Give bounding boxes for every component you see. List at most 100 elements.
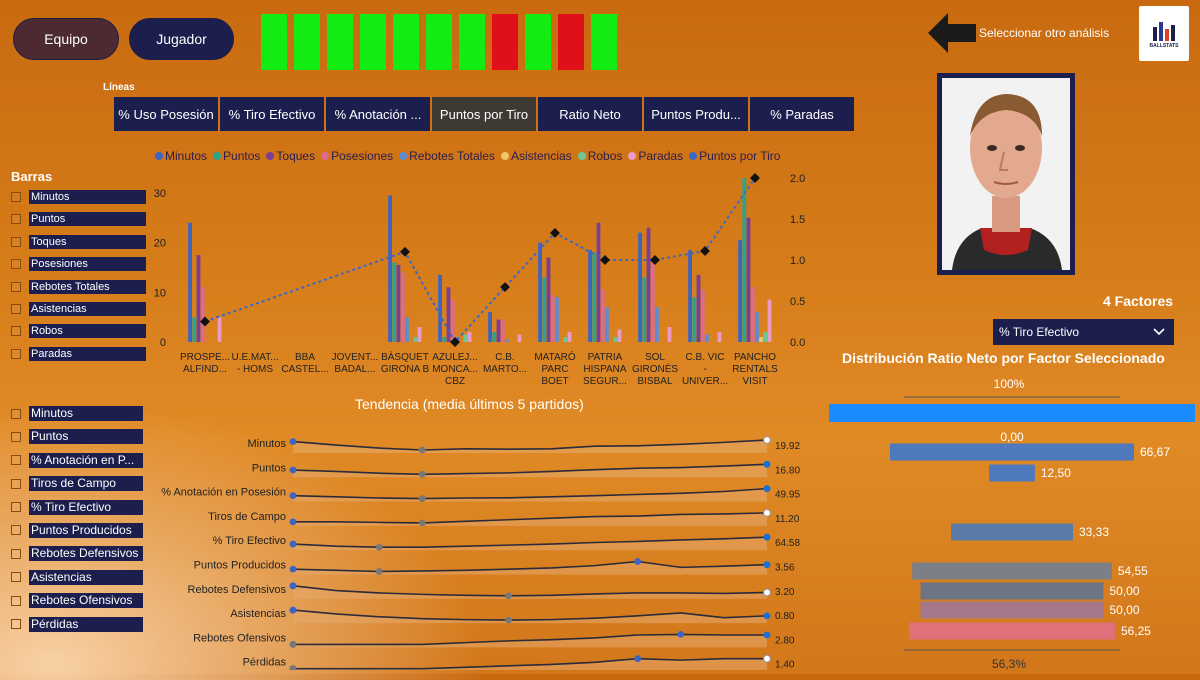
filter-option[interactable]: Minutos — [11, 190, 146, 204]
bar[interactable] — [488, 312, 492, 342]
bar[interactable] — [755, 312, 759, 342]
bar[interactable] — [646, 227, 651, 342]
bar[interactable] — [555, 297, 559, 342]
lineas-button[interactable]: Puntos por Tiro — [432, 97, 536, 131]
line-marker[interactable] — [400, 246, 410, 257]
filter-option[interactable]: Rebotes Defensivos — [11, 546, 143, 562]
lineas-button[interactable]: Puntos Produ... — [644, 97, 748, 131]
bar[interactable] — [763, 332, 768, 342]
lineas-button[interactable]: % Paradas — [750, 97, 854, 131]
filter-option[interactable]: Robos — [11, 324, 146, 339]
checkbox[interactable] — [11, 502, 21, 513]
bar[interactable] — [717, 332, 722, 342]
dist-bar[interactable] — [889, 443, 1135, 461]
dist-bar[interactable] — [912, 562, 1112, 580]
bar[interactable] — [396, 264, 401, 342]
bar[interactable] — [650, 262, 655, 342]
bar[interactable] — [696, 274, 701, 342]
bar[interactable] — [738, 240, 742, 342]
bar[interactable] — [655, 307, 659, 342]
checkbox[interactable] — [11, 348, 21, 359]
bar[interactable] — [746, 217, 751, 342]
filter-option[interactable]: Puntos — [11, 212, 146, 227]
checkbox[interactable] — [11, 259, 21, 270]
bar[interactable] — [600, 289, 605, 342]
bar[interactable] — [188, 222, 192, 342]
bar[interactable] — [446, 287, 451, 342]
bar[interactable] — [700, 289, 705, 342]
bar[interactable] — [692, 297, 697, 342]
filter-option[interactable]: Minutos — [11, 406, 143, 421]
bar[interactable] — [605, 307, 609, 342]
filter-option[interactable]: Puntos — [11, 429, 143, 445]
bar[interactable] — [388, 195, 392, 342]
legend-item[interactable]: Puntos por Tiro — [689, 149, 780, 163]
filter-option[interactable]: Asistencias — [11, 569, 143, 585]
bar[interactable] — [638, 232, 642, 342]
bar[interactable] — [417, 327, 422, 342]
filter-option[interactable]: Toques — [11, 234, 146, 249]
bar[interactable] — [759, 337, 763, 342]
filter-option[interactable]: % Tiro Efectivo — [11, 499, 143, 515]
bar[interactable] — [688, 250, 692, 342]
bar[interactable] — [400, 272, 405, 342]
bar[interactable] — [392, 262, 397, 342]
jugador-button[interactable]: Jugador — [129, 18, 234, 60]
legend-item[interactable]: Toques — [266, 149, 315, 163]
checkbox[interactable] — [11, 619, 21, 630]
bar[interactable] — [505, 339, 509, 342]
lineas-button[interactable]: % Uso Posesión — [114, 97, 218, 131]
filter-option[interactable]: Paradas — [11, 346, 146, 361]
filter-option[interactable]: Rebotes Ofensivos — [11, 593, 143, 609]
bar[interactable] — [442, 337, 447, 342]
bar[interactable] — [705, 334, 709, 342]
filter-option[interactable]: Posesiones — [11, 257, 146, 272]
bar[interactable] — [767, 299, 772, 342]
bar[interactable] — [413, 337, 418, 342]
filter-option[interactable]: Puntos Producidos — [11, 522, 143, 538]
bar[interactable] — [596, 222, 601, 342]
bar[interactable] — [438, 274, 442, 342]
bar[interactable] — [588, 250, 592, 342]
bar[interactable] — [492, 332, 497, 342]
checkbox[interactable] — [11, 431, 21, 442]
dist-bar[interactable] — [951, 523, 1073, 541]
legend-item[interactable]: Posesiones — [321, 149, 393, 163]
bar[interactable] — [538, 242, 542, 342]
bar[interactable] — [192, 317, 197, 342]
lineas-button[interactable]: Ratio Neto — [538, 97, 642, 131]
bar[interactable] — [467, 332, 472, 342]
factor-dropdown[interactable]: % Tiro Efectivo — [993, 319, 1174, 345]
bar[interactable] — [667, 327, 672, 342]
bar[interactable] — [742, 178, 747, 342]
bar[interactable] — [196, 255, 201, 342]
checkbox[interactable] — [11, 572, 21, 583]
line-marker[interactable] — [650, 255, 660, 265]
bar[interactable] — [642, 277, 647, 342]
checkbox[interactable] — [11, 192, 21, 202]
filter-option[interactable]: % Anotación en P... — [11, 452, 143, 468]
select-other-analysis-link[interactable]: Seleccionar otro análisis — [979, 26, 1110, 40]
bar[interactable] — [617, 329, 622, 342]
checkbox[interactable] — [11, 408, 21, 419]
checkbox[interactable] — [11, 595, 21, 606]
bar[interactable] — [546, 257, 551, 342]
checkbox[interactable] — [11, 281, 21, 292]
dist-bar[interactable] — [829, 404, 1195, 422]
bar[interactable] — [450, 299, 455, 342]
lineas-button[interactable]: % Tiro Efectivo — [220, 97, 324, 131]
line-marker[interactable] — [550, 227, 560, 238]
bar[interactable] — [613, 337, 618, 342]
legend-item[interactable]: Rebotes Totales — [399, 149, 495, 163]
bar[interactable] — [217, 317, 222, 342]
bar[interactable] — [542, 277, 547, 342]
checkbox[interactable] — [11, 326, 21, 337]
bar[interactable] — [517, 334, 522, 342]
filter-option[interactable]: Asistencias — [11, 301, 146, 316]
checkbox[interactable] — [11, 525, 21, 536]
legend-item[interactable]: Paradas — [628, 149, 683, 163]
checkbox[interactable] — [11, 455, 21, 466]
bar[interactable] — [200, 287, 205, 342]
legend-item[interactable]: Minutos — [155, 149, 207, 163]
bar[interactable] — [592, 252, 597, 342]
